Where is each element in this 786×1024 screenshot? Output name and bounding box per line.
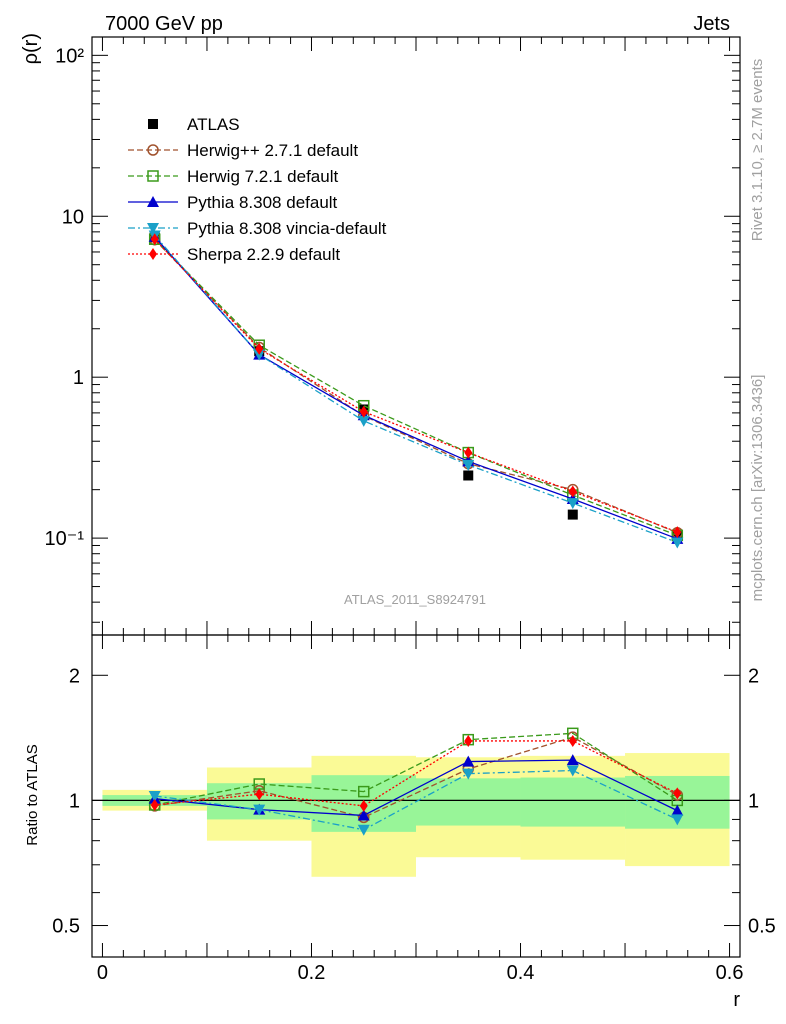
data-point — [255, 342, 264, 355]
ratio-y-tick-label: 1 — [69, 790, 80, 812]
ratio-series-group — [148, 727, 684, 836]
x-tick-label: 0 — [97, 962, 108, 984]
y-tick-label: 1 — [73, 367, 84, 389]
data-point — [567, 509, 578, 520]
axes-group: 0 0.2 0.4 0.6 10⁻¹ 1 10 10² 0.5 0.5 1 1 2 2 — [45, 36, 776, 984]
data-point — [357, 809, 370, 821]
data-point — [359, 405, 368, 418]
legend-marker — [148, 119, 158, 129]
data-point — [464, 734, 473, 747]
rivet-label: Rivet 3.1.10, ≥ 2.7M events — [749, 59, 766, 242]
data-point — [671, 537, 684, 549]
legend-entry: Sherpa 2.2.9 default — [128, 245, 340, 264]
ratio-y-tick-label-right: 2 — [748, 665, 759, 687]
series-herwig-2-7-1-default — [148, 233, 684, 539]
x-axis-label: r — [733, 989, 740, 1011]
legend: ATLAS Herwig++ 2.7.1 default Herwig 7.2.1 … — [128, 115, 387, 264]
legend-label: Pythia 8.308 vincia-default — [187, 219, 387, 238]
data-point — [462, 755, 475, 767]
data-point — [671, 814, 684, 826]
data-point — [148, 790, 161, 802]
inner-band-bin — [416, 778, 521, 826]
data-point — [671, 804, 684, 816]
data-point — [150, 233, 159, 246]
series-pythia-8-308-default — [148, 230, 684, 544]
legend-label: Pythia 8.308 default — [187, 193, 338, 212]
legend-entry: Pythia 8.308 default — [128, 193, 338, 212]
ratio-y-tick-label: 2 — [69, 665, 80, 687]
series-line — [154, 769, 678, 831]
data-point — [255, 788, 264, 801]
data-point — [566, 765, 579, 777]
ratio-uncertainty-bands — [92, 753, 740, 877]
legend-label: Herwig 7.2.1 default — [187, 167, 338, 186]
x-tick-label: 0.6 — [716, 962, 744, 984]
legend-marker — [147, 170, 159, 182]
data-point — [568, 485, 577, 498]
legend-entry: Herwig 7.2.1 default — [128, 167, 338, 186]
legend-marker — [149, 248, 157, 260]
analysis-id: ATLAS_2011_S8924791 — [344, 592, 486, 607]
series-line — [154, 239, 678, 534]
series-line — [154, 238, 678, 536]
series-atlas — [149, 232, 683, 540]
legend-marker — [147, 223, 159, 234]
legend-label: Sherpa 2.2.9 default — [187, 245, 340, 264]
ratio-y-axis-label: Ratio to ATLAS — [24, 744, 41, 845]
series-sherpa-2-2-9-default — [150, 734, 682, 812]
data-point — [253, 349, 266, 361]
series-line — [154, 759, 678, 817]
data-point — [253, 804, 266, 816]
data-point — [673, 787, 682, 800]
series-pythia-8-308-vincia-default — [148, 230, 684, 549]
series-line — [154, 236, 678, 540]
series-line — [154, 732, 678, 806]
legend-entry: Pythia 8.308 vincia-default — [128, 219, 387, 238]
legend-label: Herwig++ 2.7.1 default — [187, 141, 358, 160]
ratio-y-tick-label-right: 0.5 — [748, 916, 776, 938]
inner-band-bin — [520, 777, 626, 827]
data-point — [568, 734, 577, 747]
energy-label: 7000 GeV pp — [105, 13, 223, 35]
data-point — [357, 785, 370, 798]
y-tick-label: 10 — [62, 206, 84, 228]
data-point — [566, 754, 579, 766]
series-line — [154, 235, 678, 544]
x-tick-label: 0.4 — [507, 962, 535, 984]
series-line — [154, 238, 678, 533]
data-point — [150, 798, 159, 811]
data-point — [463, 470, 474, 481]
data-point — [464, 446, 473, 459]
series-line — [154, 736, 678, 819]
data-point — [673, 526, 682, 539]
main-series-group — [148, 230, 684, 549]
series-herwig-7-2-1-default — [148, 233, 684, 542]
legend-marker — [147, 144, 159, 156]
data-point — [357, 415, 370, 427]
ratio-y-tick-label-right: 1 — [748, 790, 759, 812]
legend-entry: ATLAS — [148, 115, 240, 134]
main-y-axis-label: ρ(r) — [20, 33, 42, 64]
legend-entry: Herwig++ 2.7.1 default — [128, 141, 358, 160]
y-tick-label: 10⁻¹ — [45, 528, 85, 550]
series-line — [154, 740, 678, 807]
data-point — [357, 824, 370, 836]
series-sherpa-2-2-9-default — [150, 233, 682, 539]
data-point — [566, 498, 579, 510]
data-point — [359, 799, 368, 812]
x-tick-label: 0.2 — [298, 962, 326, 984]
process-label: Jets — [693, 13, 730, 35]
y-tick-label: 10² — [55, 45, 84, 67]
legend-label: ATLAS — [187, 115, 240, 134]
legend-marker — [147, 196, 159, 207]
mcplots-label: mcplots.cern.ch [arXiv:1306.3436] — [749, 375, 766, 602]
data-point — [462, 768, 475, 780]
series-pythia-8-308-vincia-default — [148, 765, 684, 836]
ratio-y-tick-label: 0.5 — [52, 916, 80, 938]
data-point — [462, 459, 475, 471]
